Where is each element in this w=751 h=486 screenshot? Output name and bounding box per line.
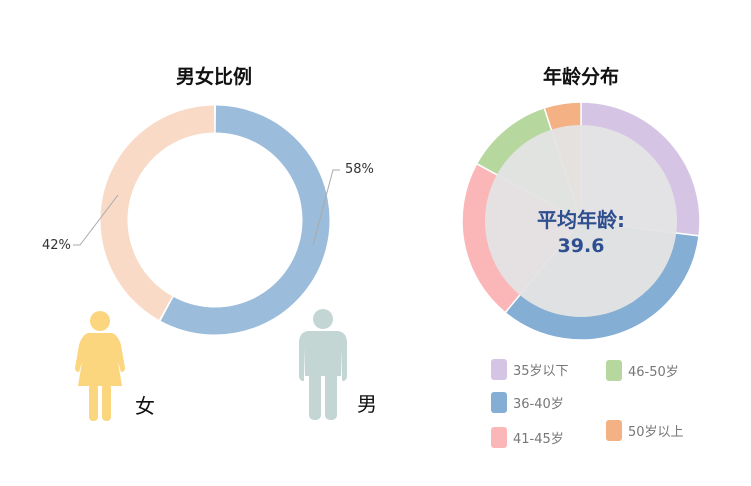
female-person-icon bbox=[75, 311, 125, 421]
legend-swatch bbox=[491, 392, 507, 413]
legend-label: 41-45岁 bbox=[513, 432, 564, 447]
legend-item-46-50[interactable]: 46-50岁 bbox=[606, 360, 679, 381]
male-slice[interactable] bbox=[160, 105, 330, 335]
legend-item-36-40[interactable]: 36-40岁 bbox=[491, 392, 564, 413]
legend-swatch bbox=[606, 420, 622, 441]
female-leader-line bbox=[73, 194, 119, 246]
legend-label: 36-40岁 bbox=[513, 397, 564, 412]
age-chart-title: 年龄分布 bbox=[542, 66, 619, 88]
gender-chart-title: 男女比例 bbox=[175, 66, 252, 88]
age-inner-disc bbox=[485, 125, 677, 317]
legend-item-41-45[interactable]: 41-45岁 bbox=[491, 427, 564, 448]
female-slice[interactable] bbox=[100, 105, 215, 320]
legend-item-over-50[interactable]: 50岁以上 bbox=[606, 420, 684, 441]
legend-swatch bbox=[491, 427, 507, 448]
average-age-value: 39.6 bbox=[557, 235, 605, 257]
legend-label: 50岁以上 bbox=[628, 425, 684, 440]
legend-swatch bbox=[606, 360, 622, 381]
female-percent-label: 42% bbox=[42, 238, 71, 253]
legend-item-under-35[interactable]: 35岁以下 bbox=[491, 359, 569, 380]
male-person-icon bbox=[299, 309, 347, 420]
female-label: 女 bbox=[135, 394, 155, 418]
male-percent-label: 58% bbox=[345, 162, 374, 177]
legend-label: 35岁以下 bbox=[513, 364, 569, 379]
legend-swatch bbox=[491, 359, 507, 380]
legend-label: 46-50岁 bbox=[628, 365, 679, 380]
male-label: 男 bbox=[357, 392, 377, 416]
gender-donut bbox=[73, 105, 340, 335]
male-leader-line bbox=[312, 169, 340, 246]
average-age-label: 平均年龄: bbox=[537, 208, 625, 232]
